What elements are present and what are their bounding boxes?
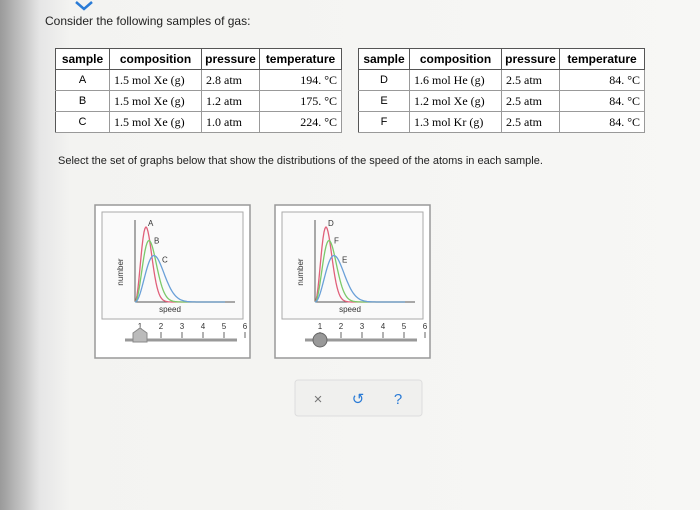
table-cell: 1.5 mol Xe (g) <box>109 69 202 91</box>
column-header: pressure <box>501 48 560 70</box>
check-mark <box>75 1 93 11</box>
table-cell: 2.5 atm <box>501 90 560 112</box>
table-cell: 1.0 atm <box>201 111 260 133</box>
instruction: Select the set of graphs below that show… <box>58 155 543 167</box>
slider-tick-label: 4 <box>201 322 206 331</box>
table-row: D 1.6 mol He (g) 2.5 atm 84. °C <box>358 69 645 91</box>
slider-tick-label: 3 <box>360 322 365 331</box>
table-cell: 1.5 mol Xe (g) <box>109 111 202 133</box>
action-button[interactable]: ↺ <box>352 391 365 408</box>
prompt: Consider the following samples of gas: <box>45 14 251 28</box>
slider-tick-label: 6 <box>423 322 428 331</box>
table-row: C 1.5 mol Xe (g) 1.0 atm 224. °C <box>55 111 342 133</box>
table-cell: 84. °C <box>559 90 645 112</box>
curve-label: F <box>334 237 339 246</box>
button-bar <box>294 379 423 417</box>
y-axis-label: number <box>296 258 305 285</box>
slider-handle[interactable] <box>132 327 148 343</box>
column-header: temperature <box>259 48 342 70</box>
slider-handle[interactable] <box>312 332 328 348</box>
table-cell: 224. °C <box>259 111 342 133</box>
table-row: F 1.3 mol Kr (g) 2.5 atm 84. °C <box>358 111 645 133</box>
curve-label: C <box>162 256 168 265</box>
curve-label: D <box>328 219 334 228</box>
table-cell: 2.5 atm <box>501 69 560 91</box>
table-cell: 84. °C <box>559 69 645 91</box>
column-header: sample <box>358 48 410 70</box>
column-header: sample <box>55 48 110 70</box>
column-header: pressure <box>201 48 260 70</box>
table-cell: 2.5 atm <box>501 111 560 133</box>
slider-tick-label: 2 <box>159 322 164 331</box>
x-axis-label: speed <box>159 305 181 314</box>
slider-tick-label: 2 <box>339 322 344 331</box>
action-button[interactable]: ? <box>394 391 402 408</box>
slider-tick-label: 3 <box>180 322 185 331</box>
x-axis-label: speed <box>339 305 361 314</box>
column-header: temperature <box>559 48 645 70</box>
table-cell: 1.3 mol Kr (g) <box>409 111 502 133</box>
curve-label: A <box>148 219 154 228</box>
slider-tick-label: 6 <box>243 322 248 331</box>
curve-label: B <box>154 237 159 246</box>
slider-tick-label: 5 <box>222 322 227 331</box>
table-cell: 175. °C <box>259 90 342 112</box>
header-row: sample composition pressure temperature <box>358 48 645 70</box>
sample-table: sample composition pressure temperature A 1.5… <box>55 48 342 133</box>
speed-curve <box>314 254 405 303</box>
y-axis-label: number <box>116 258 125 285</box>
check-icon <box>75 1 93 11</box>
action-button[interactable]: × <box>314 391 323 408</box>
table-cell: 84. °C <box>559 111 645 133</box>
slider-tick-label: 1 <box>318 322 323 331</box>
sample-table: sample composition pressure temperature D 1.6… <box>358 48 645 133</box>
speed-curve <box>134 254 225 303</box>
slider-tick-label: 5 <box>402 322 407 331</box>
curve-label: E <box>342 256 347 265</box>
slider-tick-label: 1 <box>138 322 143 331</box>
slider-tick-label: 4 <box>381 322 386 331</box>
